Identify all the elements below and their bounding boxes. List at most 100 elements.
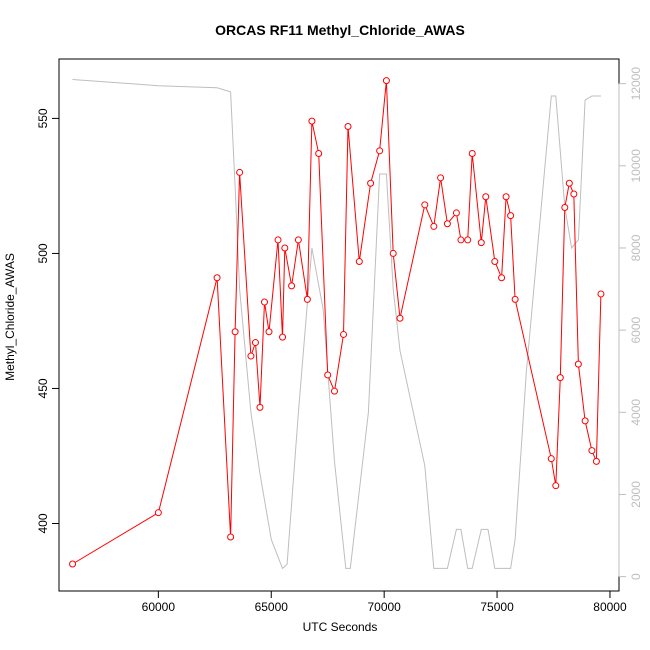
y2-tick-label: 10000 [629,149,643,183]
data-point-bg [265,328,273,335]
data-point-bg [356,258,363,265]
data-point [452,209,460,217]
data-point [437,174,445,182]
data-point-bg [344,123,352,130]
data-point [443,220,451,228]
data-point-bg [507,212,514,219]
data-point-bg [324,371,331,379]
data-point [376,147,384,155]
data-point-bg [256,404,264,411]
data-point-bg [482,193,489,200]
data-point [592,457,600,465]
data-point [389,249,397,257]
data-point-bg [430,223,438,230]
data-point [367,179,375,187]
data-point-bg [581,417,589,425]
data-point [421,201,429,209]
y-axis-left: 400 450 500 550 [36,108,60,534]
data-point [597,290,605,298]
data-point [396,314,404,322]
data-point [565,179,573,187]
data-point [430,222,438,230]
data-point-bg [491,258,499,265]
secondary-series-layer [72,79,601,570]
data-point [260,298,268,306]
data-point [547,455,555,463]
data-point-bg [389,250,397,257]
data-point [330,387,338,395]
x-tick-label: 70000 [367,600,401,614]
data-point-bg [570,190,578,198]
data-point-bg [597,290,605,298]
y-axis-right: 0 2000 4000 6000 8000 10000 12000 [618,67,643,580]
x-tick-label: 75000 [480,600,514,614]
secondary-series-line [72,79,601,570]
data-point-bg [340,331,347,338]
data-point [308,117,316,125]
data-point-bg [498,274,505,281]
data-point-bg [376,147,383,155]
data-point [294,236,302,244]
data-point [274,236,282,244]
y-tick-label: 400 [36,513,50,533]
data-point [511,295,519,303]
data-point-bg [588,447,596,454]
data-point-bg [288,282,295,290]
data-point [303,295,311,303]
plot-area [58,58,620,592]
data-point-bg [575,360,582,368]
data-point-bg [457,236,465,244]
data-point-bg [566,180,573,187]
data-point-bg [236,169,243,176]
data-point-bg [213,274,221,281]
y2-tick-label: 0 [629,573,643,580]
data-point [477,239,485,247]
data-point [324,371,332,379]
y-axis-label: Methyl_Chloride_AWAS [3,253,17,381]
x-tick-label: 60000 [142,600,176,614]
data-point-bg [421,201,429,209]
y2-tick-label: 4000 [629,399,643,426]
primary-series-layer [69,77,605,568]
data-point-bg [502,193,510,200]
data-point-bg [511,296,519,303]
data-point [344,123,352,131]
data-point-bg [444,220,451,227]
data-point [491,258,499,266]
data-point [288,282,296,290]
data-point-bg [69,560,76,568]
data-point-bg [279,333,286,341]
x-tick-label: 80000 [593,600,627,614]
data-point-bg [155,509,162,516]
data-point [498,274,506,282]
data-point [468,150,476,158]
data-point [213,274,221,282]
data-point [464,236,472,244]
data-point [231,328,239,336]
data-point [502,193,510,201]
data-point-bg [548,455,555,462]
y-tick-label: 500 [36,243,50,263]
data-point-bg [478,239,485,246]
data-point [561,204,569,212]
y-tick-label: 450 [36,378,50,398]
x-axis: 60000 65000 70000 75000 80000 [142,590,627,614]
data-point [552,482,560,490]
data-point [588,447,596,455]
data-point-bg [396,315,404,322]
data-point-bg [295,236,302,244]
data-point-bg [304,296,311,303]
data-point [556,374,564,382]
data-point [279,333,287,341]
data-point [581,417,589,425]
y2-tick-label: 12000 [629,67,643,101]
data-point-bg [561,204,569,211]
y2-tick-label: 8000 [629,234,643,261]
data-point-bg [557,374,564,381]
data-point [247,352,255,360]
data-point [457,236,465,244]
data-point [236,168,244,176]
data-point-bg [367,180,374,187]
data-point-bg [552,482,559,489]
data-point-bg [383,77,390,84]
